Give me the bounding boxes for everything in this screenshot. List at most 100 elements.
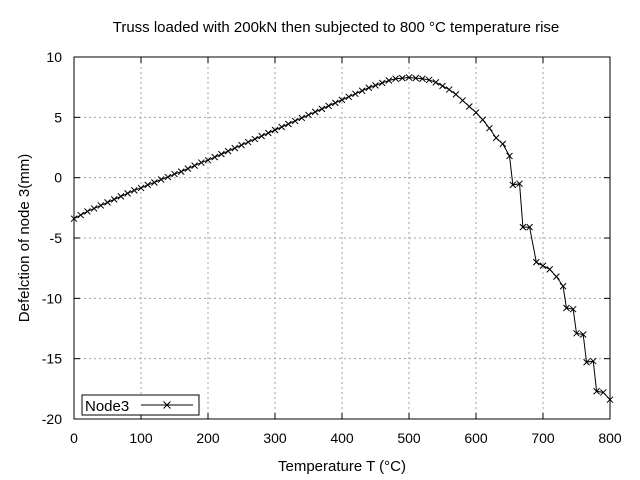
data-point (506, 152, 513, 160)
data-point (318, 105, 326, 113)
y-tick-label: -15 (42, 351, 62, 367)
data-point (137, 184, 145, 192)
data-point (579, 331, 587, 338)
data-point (532, 258, 540, 266)
data-point (486, 124, 493, 132)
series-line-node3 (73, 77, 611, 401)
x-axis-title: Temperature T (°C) (278, 458, 406, 475)
y-tick-label: -20 (42, 411, 62, 427)
data-point (124, 189, 131, 197)
y-tick-label: -10 (42, 290, 62, 306)
data-point (583, 358, 590, 366)
plot-frame (73, 56, 611, 420)
data-point (191, 162, 198, 169)
data-point (593, 387, 600, 395)
x-tick-label: 700 (531, 430, 555, 446)
data-point (258, 132, 265, 140)
y-tick-label: 5 (54, 109, 62, 125)
data-point (385, 77, 393, 84)
x-axis-ticks: 0 100 200 300 400 500 600 700 800 (70, 57, 622, 446)
data-point (573, 329, 580, 337)
y-tick-label: 0 (54, 170, 62, 186)
data-point (197, 159, 205, 166)
legend: Node3 (81, 394, 200, 416)
data-point (264, 129, 272, 137)
x-tick-label: 400 (330, 430, 354, 446)
x-tick-label: 0 (70, 430, 78, 446)
data-point (238, 141, 245, 149)
data-point (311, 108, 319, 116)
data-point (479, 116, 487, 124)
data-point (157, 176, 165, 183)
data-point (184, 165, 192, 172)
data-point (278, 123, 286, 131)
data-point (419, 75, 426, 83)
y-axis-title: Defelction of node 3(mm) (16, 154, 33, 322)
data-point (398, 74, 406, 82)
data-point (553, 273, 560, 280)
x-tick-label: 500 (397, 430, 421, 446)
data-point (251, 135, 259, 143)
data-point (84, 208, 91, 215)
data-point (445, 86, 453, 93)
data-point (298, 114, 306, 122)
data-point (432, 78, 440, 86)
x-tick-label: 200 (196, 430, 220, 446)
chart-title: Truss loaded with 200kN then subjected t… (113, 19, 560, 36)
data-point (539, 262, 547, 270)
data-point (144, 181, 152, 189)
data-point (378, 79, 386, 87)
data-point (472, 109, 480, 116)
data-point (204, 156, 212, 164)
data-point (291, 117, 299, 125)
data-point (110, 196, 118, 203)
data-point (177, 168, 185, 175)
data-point (305, 111, 312, 119)
data-point (171, 170, 178, 178)
data-point (365, 84, 373, 92)
data-point (519, 223, 527, 231)
data-point (563, 304, 570, 312)
data-point (459, 97, 466, 104)
data-point (465, 103, 473, 110)
data-point (285, 120, 292, 128)
data-point (164, 173, 172, 181)
data-point (392, 75, 399, 83)
data-point (439, 82, 446, 90)
data-point (358, 87, 366, 95)
y-tick-label: 10 (46, 49, 62, 65)
data-point (231, 144, 239, 152)
data-point (352, 90, 359, 98)
data-point (90, 205, 98, 212)
data-point (425, 76, 433, 84)
x-tick-label: 800 (598, 430, 622, 446)
x-tick-label: 600 (464, 430, 488, 446)
data-point (271, 126, 279, 134)
data-point (244, 138, 252, 146)
data-point (97, 202, 105, 209)
data-point (224, 147, 232, 155)
data-point (218, 150, 225, 158)
data-point (345, 93, 353, 101)
series-layer (70, 74, 614, 404)
data-point (331, 99, 339, 107)
data-point (151, 179, 158, 186)
legend-label: Node3 (85, 398, 129, 415)
data-point (499, 140, 507, 148)
x-tick-label: 100 (129, 430, 153, 446)
data-point (405, 74, 413, 81)
data-point (325, 102, 332, 110)
data-point (546, 266, 554, 273)
data-point (492, 134, 500, 142)
data-point (569, 305, 577, 313)
legend-marker (163, 401, 171, 409)
grid-lines (74, 57, 610, 419)
data-point (599, 389, 607, 396)
data-point (372, 82, 379, 89)
data-point (130, 186, 138, 194)
data-point (452, 91, 460, 98)
data-point (509, 181, 517, 189)
data-point (559, 282, 567, 290)
data-point (104, 199, 111, 206)
